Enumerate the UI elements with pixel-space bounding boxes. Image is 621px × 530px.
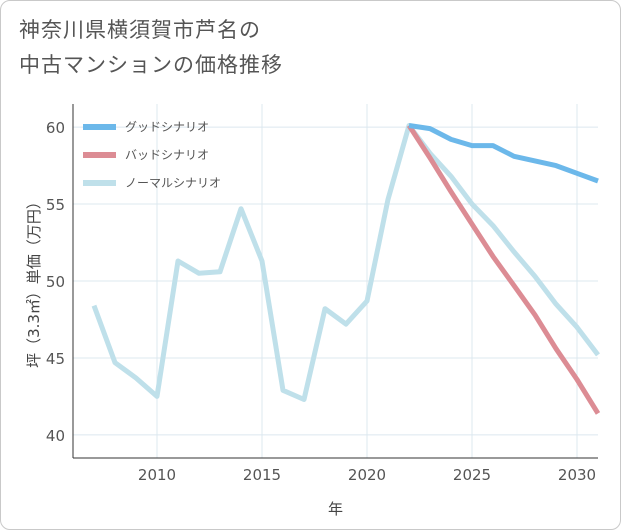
series-line-2: [91, 123, 600, 402]
chart-title-line-2: 中古マンションの価格推移: [19, 53, 283, 77]
x-tick-label: 2030: [558, 466, 596, 484]
legend-label-0: グッドシナリオ: [125, 120, 209, 134]
chart-title-line-1: 神奈川県横須賀市芦名の: [19, 18, 261, 42]
y-tick-label: 45: [46, 350, 65, 368]
legend-label-2: ノーマルシナリオ: [125, 176, 221, 190]
y-tick-label: 40: [46, 427, 65, 445]
x-tick-label: 2015: [243, 466, 281, 484]
series-line-0: [408, 123, 599, 184]
chart-title: 神奈川県横須賀市芦名の 中古マンションの価格推移: [19, 13, 579, 83]
y-tick-label: 50: [46, 273, 65, 291]
y-tick-label: 60: [46, 119, 65, 137]
x-tick-label: 2010: [138, 466, 176, 484]
y-axis-title: 坪（3.3㎡）単価（万円）: [25, 194, 43, 368]
legend-label-1: バッドシナリオ: [125, 148, 209, 162]
x-axis-title: 年: [328, 500, 343, 518]
x-tick-label: 2025: [453, 466, 491, 484]
y-tick-label: 55: [46, 196, 65, 214]
series-line-1: [406, 124, 601, 415]
x-tick-label: 2020: [348, 466, 386, 484]
